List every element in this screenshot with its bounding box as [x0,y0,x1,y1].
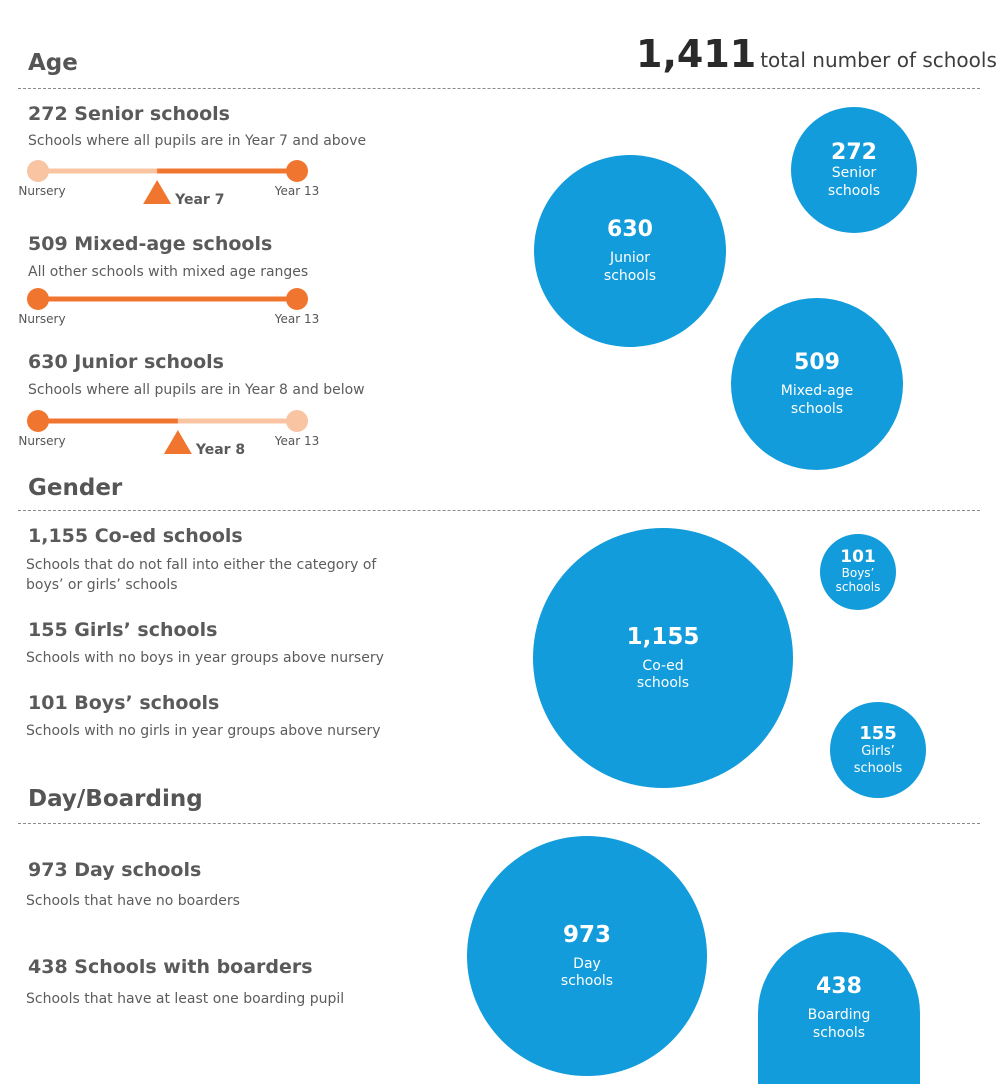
item-desc-boys: Schools with no girls in year groups abo… [26,723,381,739]
range-end-label: Year 13 [274,434,320,448]
bubble-senior-label: Senior schools [827,165,881,199]
item-desc-day: Schools that have no boarders [26,893,240,909]
bubble-day-label: Day schools [560,955,614,990]
age-range-mixed: Nursery Year 13 [0,286,340,336]
item-title-junior: 630 Junior schools [28,351,224,373]
bubble-boys: 101 Boys’ schools [820,534,896,610]
divider-day-boarding [18,823,980,824]
item-title-senior: 272 Senior schools [28,103,230,125]
bubble-junior: 630 Junior schools [534,155,726,347]
bubble-coed-label: Co-ed schools [636,657,690,692]
section-title-age: Age [28,50,78,76]
age-range-senior: Nursery Year 13 Year 7 [0,158,340,208]
bubble-boarding-value: 438 [816,974,862,999]
bubble-day-value: 973 [562,921,611,948]
item-desc-boarding: Schools that have at least one boarding … [26,991,345,1007]
item-title-mixed: 509 Mixed-age schools [28,233,273,255]
range-start-dot [27,160,49,182]
range-scale-svg: Nursery Year 13 [18,288,320,326]
range-scale-svg: Nursery Year 13 Year 7 [18,160,320,208]
item-desc-mixed: All other schools with mixed age ranges [28,264,309,280]
bubble-mixed-value: 509 [794,350,840,375]
bubble-boys-label: Boys’ schools [835,566,881,594]
bubble-mixed-label: Mixed-age schools [780,383,854,417]
section-title-day-boarding: Day/Boarding [28,786,203,812]
total-number: 1,411 [636,32,757,76]
divider-age [18,88,980,89]
item-title-coed: 1,155 Co-ed schools [28,525,243,547]
bubble-junior-label: Junior schools [603,250,657,284]
total-schools: 1,411 total number of schools [636,32,997,76]
range-end-label: Year 13 [274,184,320,198]
age-range-junior: Nursery Year 13 Year 8 [0,408,340,458]
total-label: total number of schools [760,48,997,72]
bubble-senior: 272 Senior schools [791,107,917,233]
bubble-boarding-label: Boarding schools [807,1007,871,1041]
bubble-coed: 1,155 Co-ed schools [533,528,793,788]
range-end-dot [286,160,308,182]
item-desc-coed: Schools that do not fall into either the… [26,557,377,593]
item-title-boys: 101 Boys’ schools [28,692,220,714]
bubble-mixed: 509 Mixed-age schools [731,298,903,470]
divider-gender [18,510,980,511]
range-start-dot [27,410,49,432]
item-desc-senior: Schools where all pupils are in Year 7 a… [28,133,367,149]
range-marker-label: Year 8 [195,442,245,458]
range-start-label: Nursery [18,312,65,326]
bubble-girls-label: Girls’ schools [853,744,903,776]
range-start-label: Nursery [18,434,65,448]
range-end-dot [286,288,308,310]
item-title-day: 973 Day schools [28,859,202,881]
bubble-coed-value: 1,155 [626,623,700,650]
item-title-boarding: 438 Schools with boarders [28,956,313,978]
range-marker-icon [143,180,172,204]
range-end-label: Year 13 [274,312,320,326]
range-scale-svg: Nursery Year 13 Year 8 [18,410,320,458]
bubble-junior-value: 630 [607,217,653,242]
item-desc-junior: Schools where all pupils are in Year 8 a… [28,382,365,398]
bubble-boys-value: 101 [840,547,876,568]
bubble-girls-value: 155 [859,723,897,745]
section-title-gender: Gender [28,475,123,501]
item-desc-girls: Schools with no boys in year groups abov… [26,650,384,666]
range-start-dot [27,288,49,310]
range-marker-label: Year 7 [174,192,224,208]
range-start-label: Nursery [18,184,65,198]
item-title-girls: 155 Girls’ schools [28,619,218,641]
bubble-boarding: 438 Boarding schools [758,932,920,1084]
bubble-day: 973 Day schools [467,836,707,1076]
range-end-dot [286,410,308,432]
bubble-senior-value: 272 [831,140,877,165]
bubble-girls: 155 Girls’ schools [830,702,926,798]
range-marker-icon [163,430,192,454]
